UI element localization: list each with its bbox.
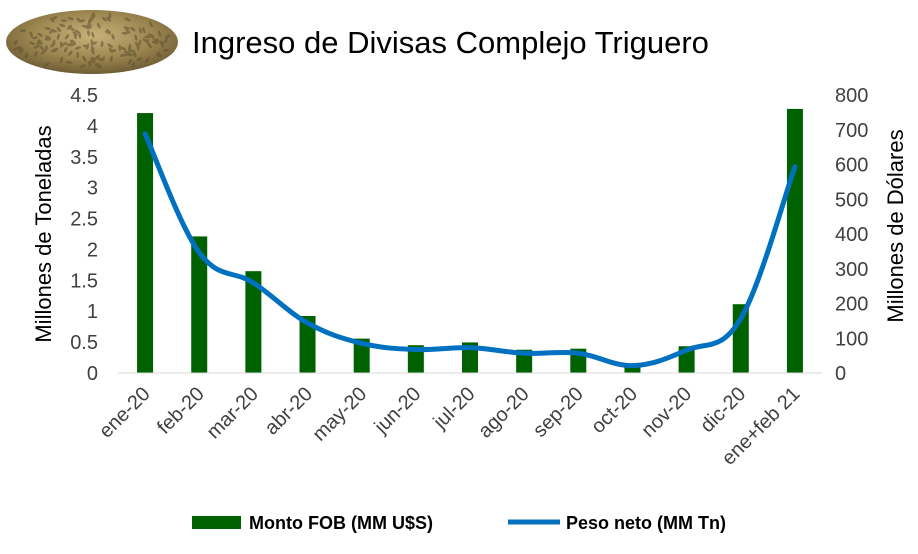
right-tick-label: 300	[835, 259, 868, 281]
x-tick-label: oct-20	[587, 383, 642, 438]
right-tick-label: 700	[835, 120, 868, 142]
legend: Monto FOB (MM U$S) Peso neto (MM Tn)	[192, 513, 726, 533]
chart-title: Ingreso de Divisas Complejo Triguero	[192, 25, 709, 60]
left-axis-ticks: 4.5 4 3.5 3 2.5 2 1.5 1 0.5 0	[70, 85, 98, 385]
left-tick-label: 1.5	[70, 270, 98, 292]
x-tick-label: sep-20	[529, 383, 588, 442]
x-tick-label: jul-20	[429, 383, 480, 434]
right-tick-label: 0	[835, 363, 846, 385]
left-tick-label: 1	[87, 301, 98, 323]
left-tick-label: 4.5	[70, 85, 98, 107]
bar	[245, 271, 262, 373]
right-axis-ticks: 800 700 600 500 400 300 200 100 0	[835, 85, 868, 385]
left-tick-label: 3	[87, 178, 98, 200]
wheat-grains-icon	[6, 10, 178, 74]
line-series	[142, 131, 798, 369]
bar	[353, 338, 370, 373]
x-tick-label: feb-20	[153, 383, 209, 439]
left-tick-label: 3.5	[70, 147, 98, 169]
peso-neto-line	[142, 131, 798, 369]
right-tick-label: 100	[835, 328, 868, 350]
left-tick-label: 4	[87, 116, 98, 138]
left-tick-label: 0	[87, 363, 98, 385]
x-tick-label: may-20	[309, 383, 372, 446]
bar	[407, 345, 424, 373]
right-tick-label: 500	[835, 189, 868, 211]
x-tick-label: ene-20	[95, 383, 155, 443]
legend-label-monto-fob: Monto FOB (MM U$S)	[249, 513, 433, 533]
right-tick-label: 400	[835, 224, 868, 246]
right-axis-title: Millones de Dólares	[883, 129, 908, 322]
bar	[137, 113, 154, 373]
bar	[786, 108, 803, 374]
x-tick-label: mar-20	[203, 383, 263, 443]
bar-series	[137, 108, 803, 374]
x-tick-label: jun-20	[370, 383, 426, 439]
left-tick-label: 0.5	[70, 332, 98, 354]
x-tick-label: ago-20	[474, 383, 534, 443]
right-tick-label: 800	[835, 85, 868, 107]
x-tick-label: nov-20	[637, 383, 696, 442]
left-axis-title: Millones de Toneladas	[31, 125, 56, 342]
bar	[191, 236, 208, 373]
bar	[299, 316, 316, 373]
legend-swatch-monto-fob	[192, 516, 241, 529]
left-tick-label: 2	[87, 239, 98, 261]
left-tick-label: 2.5	[70, 209, 98, 231]
right-tick-label: 200	[835, 294, 868, 316]
bar	[624, 365, 641, 373]
legend-label-peso-neto: Peso neto (MM Tn)	[566, 513, 726, 533]
right-tick-label: 600	[835, 155, 868, 177]
